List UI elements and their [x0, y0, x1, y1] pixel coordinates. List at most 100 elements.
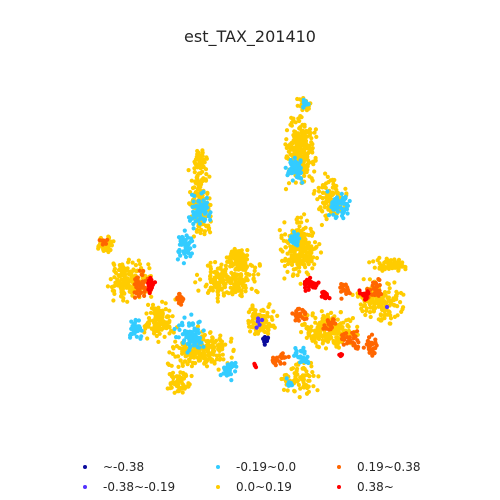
map-point	[344, 207, 350, 212]
map-point	[291, 117, 296, 123]
map-point	[338, 285, 343, 290]
map-point	[194, 336, 199, 342]
map-point	[355, 329, 360, 334]
map-point	[309, 140, 314, 145]
map-point	[307, 280, 312, 285]
map-point	[184, 373, 189, 378]
map-point	[386, 309, 392, 314]
map-point	[212, 361, 217, 366]
map-point	[146, 262, 151, 267]
map-point	[279, 376, 284, 382]
map-point	[288, 160, 293, 165]
map-point	[191, 209, 196, 214]
map-point	[306, 243, 311, 248]
map-point	[197, 221, 202, 226]
map-point	[204, 172, 209, 177]
map-point	[277, 228, 282, 233]
map-point	[236, 267, 241, 272]
map-point	[213, 277, 218, 283]
map-point	[139, 334, 144, 339]
map-point	[253, 365, 259, 370]
map-point	[200, 216, 205, 221]
map-point	[185, 235, 191, 240]
map-point	[294, 309, 299, 314]
map-point	[183, 254, 189, 260]
map-point	[401, 305, 406, 310]
map-point	[191, 322, 196, 327]
map-point	[347, 337, 352, 343]
map-point	[320, 183, 325, 188]
map-point	[218, 266, 223, 271]
map-point	[180, 385, 185, 390]
map-point	[303, 225, 308, 230]
map-point	[321, 190, 326, 195]
map-point	[121, 283, 126, 288]
map-point	[188, 246, 193, 251]
map-point	[246, 318, 251, 324]
map-point	[240, 261, 246, 266]
map-point	[403, 267, 408, 272]
map-point	[294, 350, 299, 355]
map-point	[296, 318, 301, 323]
map-point	[329, 310, 334, 315]
map-point	[298, 159, 303, 164]
map-point	[223, 263, 228, 268]
map-point	[327, 336, 333, 341]
map-point	[369, 340, 374, 346]
map-point	[194, 204, 199, 209]
map-point	[234, 284, 239, 289]
map-point	[361, 345, 366, 350]
legend-item: -0.19~0.0	[211, 459, 296, 475]
map-point	[327, 193, 333, 198]
map-point	[186, 383, 191, 388]
map-point	[233, 289, 238, 295]
map-point	[298, 360, 303, 365]
map-point	[288, 244, 293, 249]
map-point	[297, 145, 302, 150]
map-point	[208, 280, 213, 285]
map-point	[318, 250, 324, 255]
map-point	[190, 339, 195, 344]
map-point	[377, 265, 382, 270]
map-point	[205, 348, 210, 353]
map-point	[265, 310, 270, 315]
map-point	[328, 178, 333, 183]
map-point	[237, 261, 242, 266]
map-point	[243, 289, 248, 294]
map-point	[201, 198, 206, 203]
map-point	[182, 228, 187, 233]
legend: ~-0.38 -0.38~-0.19 -0.19~0.0 0.0~0.19 0.…	[78, 459, 478, 499]
map-point	[193, 219, 198, 224]
map-point	[300, 131, 305, 136]
map-point	[189, 178, 194, 183]
map-point	[289, 262, 295, 267]
map-point	[140, 279, 145, 284]
map-point	[346, 324, 351, 329]
map-point	[135, 275, 140, 280]
map-point	[304, 316, 309, 321]
map-point	[286, 171, 291, 176]
map-point	[315, 197, 320, 202]
map-point	[387, 286, 392, 291]
map-point	[310, 370, 315, 375]
map-point	[212, 284, 217, 289]
map-point	[351, 336, 356, 341]
map-point	[306, 330, 311, 335]
map-point	[310, 150, 315, 155]
map-point	[355, 324, 360, 329]
map-point	[163, 320, 168, 325]
map-point	[136, 324, 141, 329]
map-point	[298, 171, 303, 176]
map-point	[345, 335, 350, 340]
map-point	[304, 232, 310, 237]
map-point	[296, 315, 301, 320]
map-point	[328, 327, 333, 332]
map-point	[307, 378, 312, 383]
map-point	[203, 178, 209, 183]
map-point	[189, 364, 194, 369]
map-point	[116, 283, 121, 288]
map-point	[282, 373, 287, 378]
map-point	[214, 353, 219, 358]
map-point	[361, 293, 366, 298]
map-point	[393, 265, 398, 270]
